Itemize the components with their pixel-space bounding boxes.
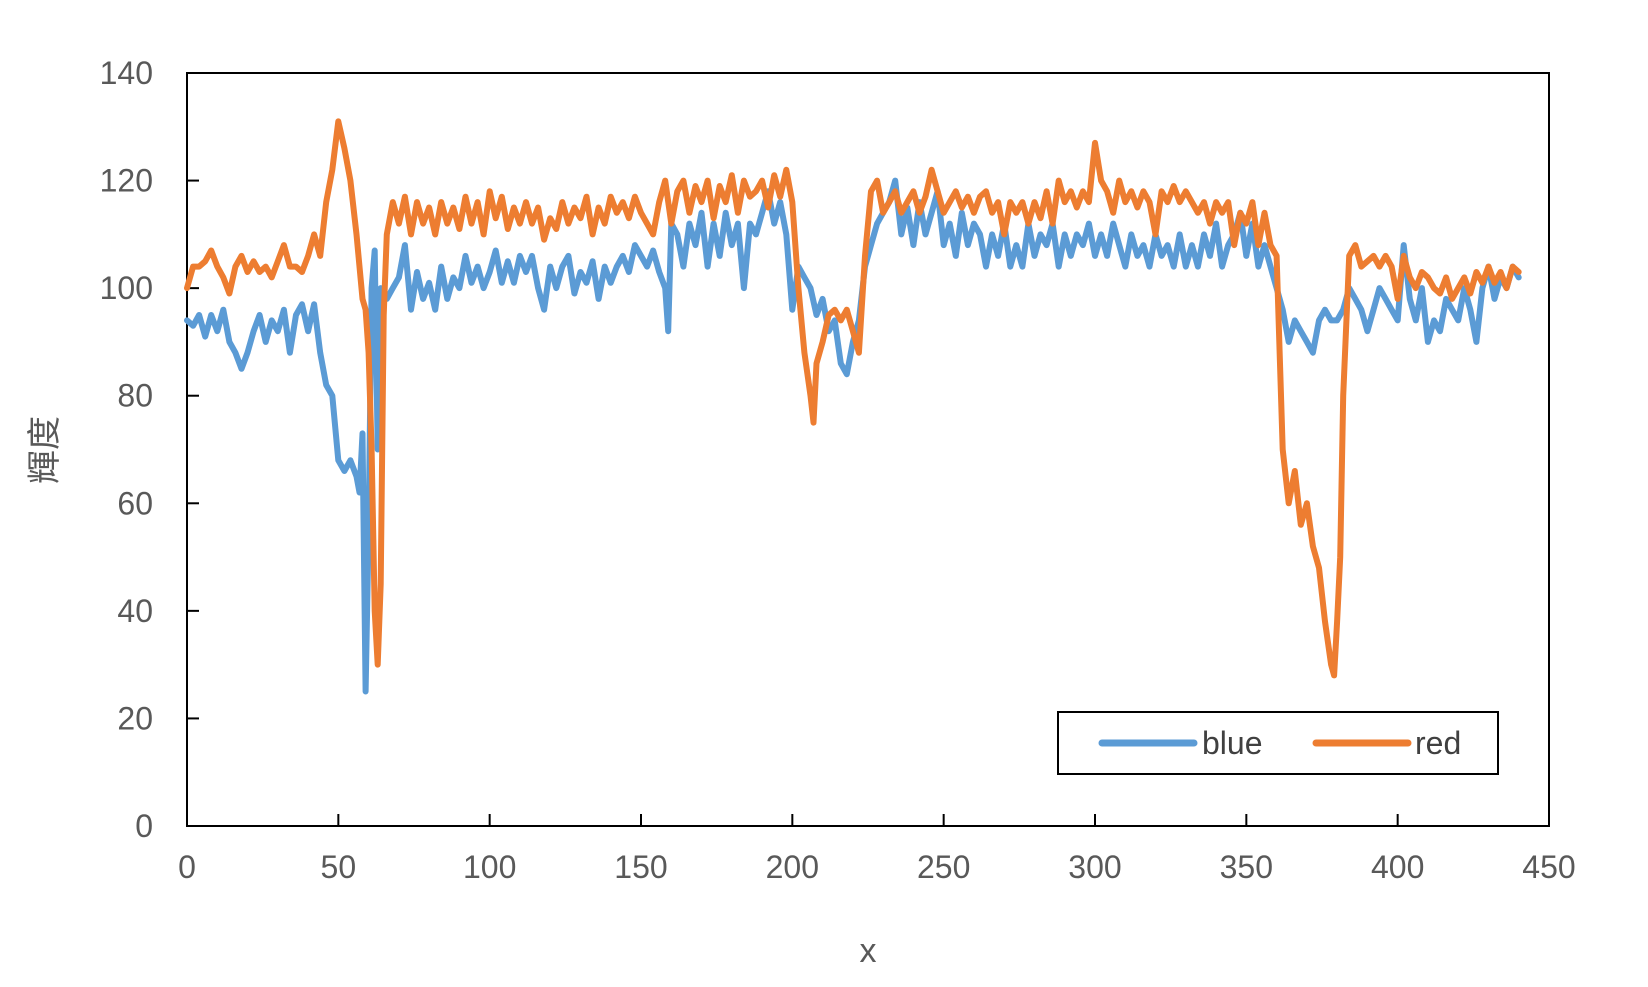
legend-label-blue: blue	[1202, 725, 1263, 761]
legend-label-red: red	[1415, 725, 1461, 761]
y-tick-label: 20	[117, 700, 153, 736]
x-axis-title: x	[860, 932, 877, 970]
x-tick-label: 50	[321, 849, 357, 885]
x-tick-label: 350	[1220, 849, 1273, 885]
x-tick-label: 100	[463, 849, 516, 885]
y-tick-label: 60	[117, 485, 153, 521]
y-axis-title: 輝度	[26, 416, 64, 484]
x-tick-label: 200	[766, 849, 819, 885]
x-axis: 0 50 100 150 200 250 300 350 400 450	[178, 814, 1576, 885]
y-tick-label: 0	[135, 808, 153, 844]
x-tick-label: 400	[1371, 849, 1424, 885]
x-tick-label: 150	[614, 849, 667, 885]
y-tick-label: 80	[117, 378, 153, 414]
y-tick-label: 140	[100, 55, 153, 91]
y-axis: 0 20 40 60 80 100 120 140	[100, 55, 199, 844]
y-tick-label: 120	[100, 163, 153, 199]
x-tick-label: 450	[1522, 849, 1575, 885]
y-tick-label: 40	[117, 593, 153, 629]
series-layer	[184, 118, 1522, 695]
x-tick-label: 0	[178, 849, 196, 885]
x-tick-label: 250	[917, 849, 970, 885]
series-line-blue	[184, 177, 1522, 695]
y-tick-label: 100	[100, 270, 153, 306]
legend: blue red	[1057, 711, 1499, 775]
x-tick-label: 300	[1068, 849, 1121, 885]
series-line-red	[184, 118, 1522, 679]
plot-area-frame	[186, 72, 1550, 827]
